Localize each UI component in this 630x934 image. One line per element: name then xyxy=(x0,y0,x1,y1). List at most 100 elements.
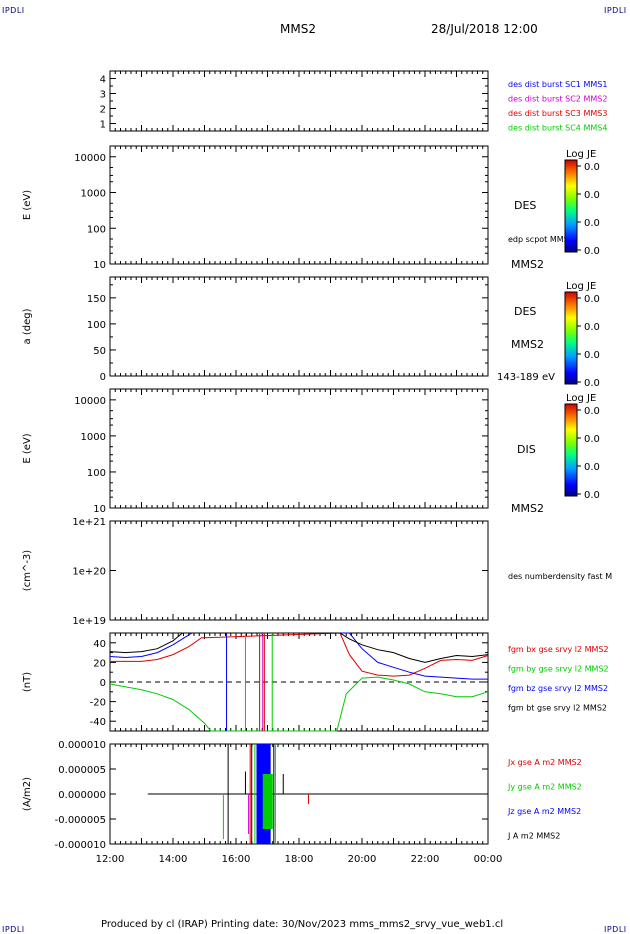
colorbar xyxy=(564,403,578,497)
panel-frame-1 xyxy=(109,70,489,132)
legend-entry: Jz gse A m2 MMS2 xyxy=(507,807,581,816)
colorbar-tick-label: 0.0 xyxy=(584,434,600,445)
y-tick-label: 100 xyxy=(87,224,106,235)
colorbar-tick-label: 0.0 xyxy=(584,190,600,201)
legend-entry: des numberdensity fast M xyxy=(508,572,612,581)
panel-frame-5 xyxy=(109,520,489,621)
colorbar-title: Log JE xyxy=(566,281,596,292)
y-tick-label: 1e+21 xyxy=(72,517,106,528)
x-tick-label: 18:00 xyxy=(285,854,314,865)
colorbar xyxy=(564,291,578,385)
y-tick-label: -0.000010 xyxy=(55,840,106,851)
series-line xyxy=(110,632,489,677)
colorbar-tick-label: 0.0 xyxy=(584,462,600,473)
energy-range-label: 143-189 eV xyxy=(497,372,555,383)
y-tick-label: 0 xyxy=(100,372,106,383)
instrument-label: DES xyxy=(514,199,536,212)
x-tick-label: 16:00 xyxy=(222,854,251,865)
y-axis-label: (A/m2) xyxy=(22,777,33,811)
legend-entry: fgm by gse srvy l2 MMS2 xyxy=(508,665,609,674)
colorbar-tick-label: 0.0 xyxy=(584,350,600,361)
legend-entry: fgm bx gse srvy l2 MMS2 xyxy=(508,645,609,654)
legend-entry: fgm bz gse srvy l2 MMS2 xyxy=(508,684,608,693)
panel-frame-4 xyxy=(109,388,489,509)
colorbar-tick-label: 0.0 xyxy=(584,246,600,257)
x-tick-label: 00:00 xyxy=(474,854,503,865)
current-traces xyxy=(147,744,488,844)
spacecraft-label: MMS2 xyxy=(511,338,544,351)
y-tick-label: 10 xyxy=(93,504,106,515)
y-tick-label: 0.000010 xyxy=(58,740,106,751)
y-tick-label: 1 xyxy=(100,120,106,131)
series-line xyxy=(109,632,488,680)
y-tick-label: 10000 xyxy=(74,153,106,164)
y-tick-label: 0.000000 xyxy=(58,790,106,801)
y-tick-label: 0 xyxy=(100,678,106,689)
y-tick-label: 20 xyxy=(93,658,106,669)
field-traces xyxy=(109,632,489,732)
y-tick-label: 1000 xyxy=(81,432,106,443)
y-tick-label: -40 xyxy=(90,717,106,728)
instrument-label: DES xyxy=(514,305,536,318)
y-tick-label: 3 xyxy=(100,90,106,101)
x-tick-label: 14:00 xyxy=(159,854,188,865)
colorbar-tick-label: 0.0 xyxy=(584,490,600,501)
x-tick-label: 12:00 xyxy=(96,854,125,865)
y-tick-label: 1e+20 xyxy=(72,567,106,578)
overlay-label: edp scpot MMS2 xyxy=(508,235,574,244)
y-tick-label: 2 xyxy=(100,105,106,116)
panel-frame-3 xyxy=(109,276,489,377)
logo-top-left: IPDLI xyxy=(2,6,25,15)
logo-bottom-right: IPDLI xyxy=(604,925,627,934)
series-line xyxy=(109,632,489,663)
y-tick-label: 1e+19 xyxy=(72,616,106,627)
y-tick-label: 40 xyxy=(93,639,106,650)
y-axis-label: a (deg) xyxy=(22,308,33,344)
spacecraft-label: MMS2 xyxy=(511,502,544,515)
legend-entry: J A m2 MMS2 xyxy=(507,832,560,841)
legend-entry: Jy gse A m2 MMS2 xyxy=(507,783,582,792)
datetime-title: 28/Jul/2018 12:00 xyxy=(431,22,538,36)
colorbar-tick-label: 0.0 xyxy=(584,218,600,229)
series-line xyxy=(109,676,489,732)
y-tick-label: -20 xyxy=(90,698,106,709)
y-tick-label: 100 xyxy=(87,468,106,479)
colorbar-tick-label: 0.0 xyxy=(584,294,600,305)
x-tick-label: 20:00 xyxy=(348,854,377,865)
colorbar-tick-label: 0.0 xyxy=(584,406,600,417)
spacecraft-label: MMS2 xyxy=(511,258,544,271)
legend-entry: des dist burst SC3 MMS3 xyxy=(508,109,607,118)
y-tick-label: 100 xyxy=(87,320,106,331)
legend-entry: fgm bt gse srvy l2 MMS2 xyxy=(508,704,607,713)
y-tick-label: 0.000005 xyxy=(58,765,106,776)
y-axis-label: (nT) xyxy=(22,672,33,692)
legend-entry: des dist burst SC2 MMS2 xyxy=(508,95,607,104)
legend-entry: des dist burst SC1 MMS1 xyxy=(508,80,607,89)
footer-text: Produced by cl (IRAP) Printing date: 30/… xyxy=(101,919,504,930)
y-tick-label: 10 xyxy=(93,260,106,271)
y-axis-label: E (eV) xyxy=(22,190,33,220)
colorbar-title: Log JE xyxy=(566,393,596,404)
y-axis-label: (cm^-3) xyxy=(22,550,33,591)
legend-entry: Jx gse A m2 MMS2 xyxy=(507,758,582,767)
colorbar-tick-label: 0.0 xyxy=(584,162,600,173)
y-tick-label: 1000 xyxy=(81,189,106,200)
y-tick-label: 50 xyxy=(93,346,106,357)
burst-region xyxy=(262,774,273,829)
colorbar-tick-label: 0.0 xyxy=(584,322,600,333)
x-tick-label: 22:00 xyxy=(411,854,440,865)
panel-frame-2 xyxy=(109,145,489,265)
logo-top-right: IPDLI xyxy=(604,6,627,15)
legend-entry: des dist burst SC4 MMS4 xyxy=(508,124,607,133)
y-tick-label: -0.000005 xyxy=(55,815,106,826)
instrument-label: DIS xyxy=(517,443,536,456)
spacecraft-title: MMS2 xyxy=(280,22,316,36)
y-tick-label: 4 xyxy=(100,75,106,86)
y-tick-label: 150 xyxy=(87,294,106,305)
colorbar-title: Log JE xyxy=(566,149,596,160)
y-tick-label: 10000 xyxy=(74,396,106,407)
colorbar-tick-label: 0.0 xyxy=(584,378,600,389)
logo-bottom-left: IPDLI xyxy=(2,925,25,934)
y-axis-label: E (eV) xyxy=(22,433,33,463)
